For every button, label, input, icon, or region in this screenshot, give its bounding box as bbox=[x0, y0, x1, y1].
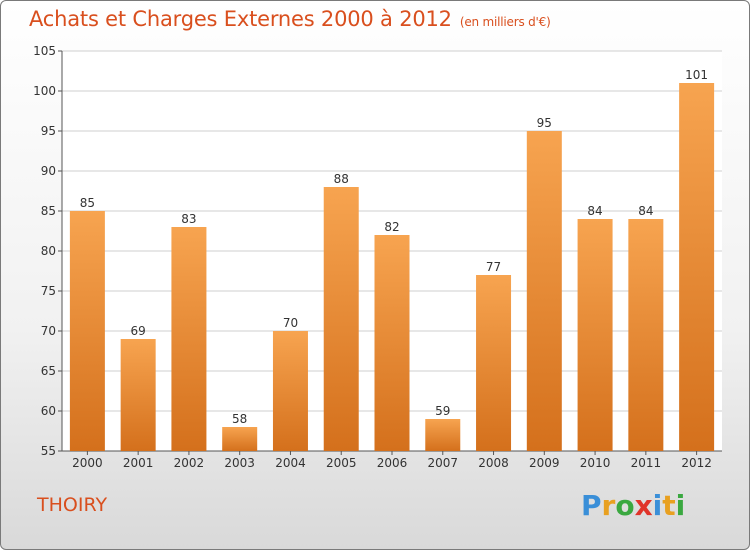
chart-title: Achats et Charges Externes 2000 à 2012 (e… bbox=[29, 7, 551, 31]
x-tick-label: 2009 bbox=[529, 456, 560, 470]
x-tick-label: 2002 bbox=[174, 456, 205, 470]
y-tick-label: 100 bbox=[33, 84, 56, 98]
y-tick-label: 80 bbox=[41, 244, 56, 258]
bar-value-label: 95 bbox=[537, 116, 552, 130]
bar bbox=[120, 339, 156, 451]
bar-value-label: 101 bbox=[685, 68, 708, 82]
logo-letter: i bbox=[675, 489, 686, 522]
location-label: THOIRY bbox=[37, 494, 108, 516]
bar bbox=[476, 275, 512, 451]
bar bbox=[628, 219, 664, 451]
y-tick-label: 70 bbox=[41, 324, 56, 338]
logo-letter: t bbox=[662, 489, 676, 522]
chart-unit: (en milliers d'€) bbox=[459, 15, 551, 29]
x-tick-label: 2007 bbox=[427, 456, 458, 470]
y-tick-label: 55 bbox=[41, 444, 56, 458]
bar-value-label: 77 bbox=[486, 260, 501, 274]
y-tick-label: 90 bbox=[41, 164, 56, 178]
bar bbox=[679, 83, 715, 451]
x-tick-label: 2008 bbox=[478, 456, 509, 470]
bar-value-label: 58 bbox=[232, 412, 247, 426]
x-tick-label: 2001 bbox=[123, 456, 154, 470]
bar-value-label: 59 bbox=[435, 404, 450, 418]
bar bbox=[222, 427, 258, 451]
x-tick-label: 2000 bbox=[72, 456, 103, 470]
bar-value-label: 69 bbox=[131, 324, 146, 338]
bar bbox=[577, 219, 613, 451]
x-tick-label: 2006 bbox=[377, 456, 408, 470]
x-tick-label: 2010 bbox=[580, 456, 611, 470]
x-tick-label: 2011 bbox=[631, 456, 662, 470]
bar bbox=[323, 187, 359, 451]
y-tick-label: 60 bbox=[41, 404, 56, 418]
x-tick-label: 2004 bbox=[275, 456, 306, 470]
y-tick-label: 65 bbox=[41, 364, 56, 378]
bar bbox=[374, 235, 410, 451]
bar-value-label: 83 bbox=[181, 212, 196, 226]
bar bbox=[171, 227, 207, 451]
proxiti-logo: Proxiti bbox=[581, 489, 685, 522]
y-tick-label: 95 bbox=[41, 124, 56, 138]
bar bbox=[425, 419, 461, 451]
bar bbox=[526, 131, 562, 451]
x-tick-label: 2003 bbox=[224, 456, 255, 470]
logo-letter: o bbox=[615, 489, 635, 522]
logo-letter: i bbox=[652, 489, 663, 522]
logo-letter: x bbox=[634, 489, 653, 522]
x-tick-label: 2005 bbox=[326, 456, 357, 470]
bar-value-label: 82 bbox=[384, 220, 399, 234]
y-tick-label: 85 bbox=[41, 204, 56, 218]
y-tick-label: 75 bbox=[41, 284, 56, 298]
bar-value-label: 84 bbox=[638, 204, 653, 218]
logo-letter: r bbox=[601, 489, 616, 522]
bar-value-label: 70 bbox=[283, 316, 298, 330]
x-tick-label: 2012 bbox=[681, 456, 712, 470]
bar-value-label: 84 bbox=[587, 204, 602, 218]
bar-value-label: 85 bbox=[80, 196, 95, 210]
logo-letter: P bbox=[581, 489, 602, 522]
bar bbox=[69, 211, 105, 451]
bar bbox=[272, 331, 308, 451]
y-tick-label: 105 bbox=[33, 44, 56, 58]
chart-title-text: Achats et Charges Externes 2000 à 2012 bbox=[29, 7, 452, 31]
bar-value-label: 88 bbox=[334, 172, 349, 186]
